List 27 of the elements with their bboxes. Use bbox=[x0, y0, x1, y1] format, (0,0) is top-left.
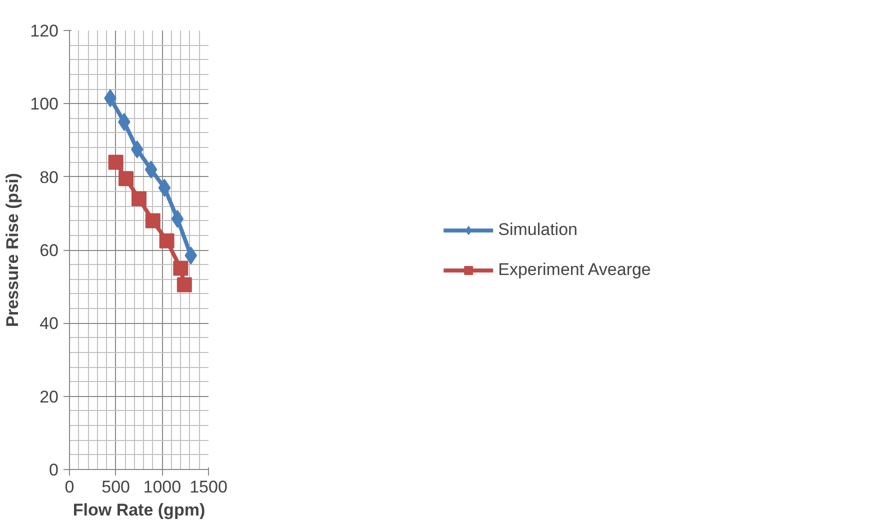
point bbox=[130, 140, 144, 158]
y-tick-label: 60 bbox=[40, 241, 59, 260]
point bbox=[184, 246, 198, 264]
x-tick-label: 1500 bbox=[190, 478, 228, 496]
point bbox=[144, 160, 158, 179]
y-tick-label: 120 bbox=[30, 22, 59, 40]
point bbox=[171, 210, 184, 228]
x-tick-label: 1000 bbox=[143, 478, 182, 496]
point bbox=[145, 213, 160, 228]
point bbox=[118, 171, 134, 186]
y-tick-label: 0 bbox=[49, 460, 59, 480]
x-tick-label: 500 bbox=[102, 478, 130, 496]
y-tick-label: 100 bbox=[30, 94, 59, 114]
point bbox=[158, 178, 171, 197]
point bbox=[176, 277, 192, 292]
x-axis-title: Flow Rate (gpm) bbox=[72, 500, 206, 520]
x-tick-label: 0 bbox=[64, 478, 74, 496]
point bbox=[159, 233, 174, 248]
point bbox=[173, 260, 188, 276]
y-tick-label: 80 bbox=[40, 168, 59, 187]
legend-label: Simulation bbox=[498, 220, 578, 240]
y-tick-label: 20 bbox=[40, 387, 59, 406]
point bbox=[132, 191, 146, 206]
y-tick-label: 40 bbox=[40, 314, 59, 334]
legend-label: Experiment Avearge bbox=[498, 260, 651, 280]
point bbox=[108, 154, 124, 170]
y-axis-title: Pressure Rise (psi) bbox=[3, 172, 22, 328]
